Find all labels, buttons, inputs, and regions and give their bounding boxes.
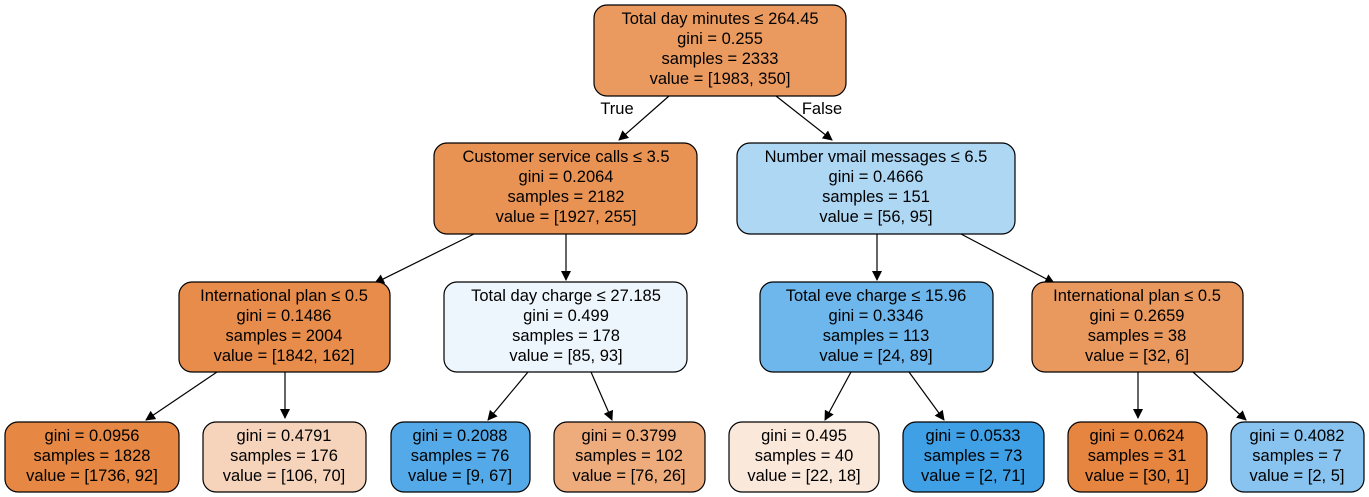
- tree-node-number-vmail-messages: Number vmail messages ≤ 6.5 gini = 0.466…: [736, 142, 1016, 235]
- edge-n2-n6: [960, 233, 1055, 284]
- leaf-value: value = [106, 70]: [223, 467, 345, 485]
- node-gini: gini = 0.1486: [237, 307, 332, 325]
- leaf-gini: gini = 0.0533: [926, 427, 1021, 445]
- tree-leaf-7: gini = 0.0624 samples = 31 value = [30, …: [1067, 421, 1208, 493]
- leaf-gini: gini = 0.4791: [237, 427, 332, 445]
- leaf-box: [1067, 421, 1208, 493]
- node-box: [443, 281, 688, 373]
- leaf-value: value = [1736, 92]: [26, 467, 158, 485]
- edge-n5-n11: [824, 371, 852, 421]
- tree-leaf-5: gini = 0.495 samples = 40 value = [22, 1…: [728, 421, 880, 493]
- node-samples: samples = 178: [512, 327, 620, 345]
- node-split-condition: Total day minutes ≤ 264.45: [621, 10, 818, 28]
- leaf-value: value = [2, 5]: [1250, 467, 1345, 485]
- node-split-condition: Total day charge ≤ 27.185: [471, 287, 661, 305]
- node-samples: samples = 2182: [508, 188, 625, 206]
- tree-node-total-eve-charge: Total eve charge ≤ 15.96 gini = 0.3346 s…: [759, 281, 994, 373]
- leaf-box: [202, 421, 367, 493]
- leaf-box: [553, 421, 706, 493]
- edges: [145, 95, 1247, 421]
- tree-leaf-4: gini = 0.3799 samples = 102 value = [76,…: [553, 421, 706, 493]
- leaf-gini: gini = 0.4082: [1250, 427, 1345, 445]
- leaf-samples: samples = 73: [924, 447, 1023, 465]
- node-gini: gini = 0.3346: [829, 307, 924, 325]
- node-box: [759, 281, 994, 373]
- leaf-gini: gini = 0.495: [761, 427, 847, 445]
- node-box: [736, 142, 1016, 235]
- node-value: value = [1842, 162]: [214, 347, 355, 365]
- tree-node-total-day-charge: Total day charge ≤ 27.185 gini = 0.499 s…: [443, 281, 688, 373]
- node-gini: gini = 0.4666: [829, 168, 924, 186]
- tree-node-customer-service-calls: Customer service calls ≤ 3.5 gini = 0.20…: [433, 142, 698, 235]
- leaf-samples: samples = 1828: [34, 447, 151, 465]
- node-value: value = [85, 93]: [509, 347, 622, 365]
- node-samples: samples = 2004: [226, 327, 343, 345]
- leaf-gini: gini = 0.0956: [45, 427, 140, 445]
- leaf-gini: gini = 0.2088: [413, 427, 508, 445]
- node-samples: samples = 2333: [662, 50, 779, 68]
- node-gini: gini = 0.2064: [519, 168, 614, 186]
- node-value: value = [32, 6]: [1085, 347, 1189, 365]
- tree-leaf-6: gini = 0.0533 samples = 73 value = [2, 7…: [902, 421, 1045, 493]
- tree-leaf-1: gini = 0.0956 samples = 1828 value = [17…: [4, 421, 180, 493]
- node-samples: samples = 151: [822, 188, 930, 206]
- leaf-samples: samples = 102: [575, 447, 683, 465]
- tree-node-international-plan-left: International plan ≤ 0.5 gini = 0.1486 s…: [178, 281, 391, 373]
- tree-leaf-2: gini = 0.4791 samples = 176 value = [106…: [202, 421, 367, 493]
- node-samples: samples = 38: [1088, 327, 1187, 345]
- edge-n6-n14: [1192, 371, 1247, 421]
- edge-n1-n3: [374, 233, 475, 284]
- leaf-box: [902, 421, 1045, 493]
- node-split-condition: Total eve charge ≤ 15.96: [786, 287, 967, 305]
- edge-label-false: False: [802, 100, 842, 118]
- node-value: value = [24, 89]: [819, 347, 932, 365]
- node-box: [1031, 281, 1244, 373]
- edge-n0-n2: [775, 95, 833, 141]
- leaf-box: [728, 421, 880, 493]
- leaf-value: value = [2, 71]: [921, 467, 1025, 485]
- node-split-condition: Customer service calls ≤ 3.5: [462, 148, 669, 166]
- leaf-samples: samples = 31: [1088, 447, 1187, 465]
- leaf-samples: samples = 40: [755, 447, 854, 465]
- leaf-box: [390, 421, 531, 493]
- leaf-samples: samples = 76: [411, 447, 510, 465]
- node-split-condition: International plan ≤ 0.5: [1053, 287, 1221, 305]
- node-value: value = [1927, 255]: [496, 208, 637, 226]
- node-box: [178, 281, 391, 373]
- node-split-condition: International plan ≤ 0.5: [200, 287, 368, 305]
- edge-n3-n7: [145, 371, 218, 421]
- node-box: [433, 142, 698, 235]
- edge-n5-n12: [908, 371, 945, 421]
- leaf-value: value = [76, 26]: [572, 467, 685, 485]
- node-gini: gini = 0.499: [523, 307, 609, 325]
- node-split-condition: Number vmail messages ≤ 6.5: [765, 148, 988, 166]
- leaf-value: value = [22, 18]: [747, 467, 860, 485]
- leaf-box: [4, 421, 180, 493]
- node-box: [593, 4, 847, 97]
- node-gini: gini = 0.255: [677, 30, 763, 48]
- leaf-samples: samples = 7: [1252, 447, 1341, 465]
- node-samples: samples = 113: [823, 327, 930, 345]
- leaf-value: value = [30, 1]: [1085, 467, 1189, 485]
- leaf-gini: gini = 0.0624: [1090, 427, 1185, 445]
- tree-node-root: Total day minutes ≤ 264.45 gini = 0.255 …: [593, 4, 847, 97]
- node-gini: gini = 0.2659: [1090, 307, 1185, 325]
- tree-node-international-plan-right: International plan ≤ 0.5 gini = 0.2659 s…: [1031, 281, 1244, 373]
- leaf-gini: gini = 0.3799: [582, 427, 677, 445]
- tree-leaf-8: gini = 0.4082 samples = 7 value = [2, 5]: [1230, 421, 1365, 493]
- leaf-samples: samples = 176: [230, 447, 338, 465]
- node-value: value = [1983, 350]: [650, 70, 791, 88]
- edge-n4-n9: [487, 371, 529, 421]
- leaf-box: [1230, 421, 1365, 493]
- edge-label-true: True: [600, 100, 633, 118]
- edge-n0-n1: [618, 95, 670, 141]
- tree-leaf-3: gini = 0.2088 samples = 76 value = [9, 6…: [390, 421, 531, 493]
- leaf-value: value = [9, 67]: [408, 467, 512, 485]
- edge-n4-n10: [590, 371, 613, 421]
- node-value: value = [56, 95]: [819, 208, 932, 226]
